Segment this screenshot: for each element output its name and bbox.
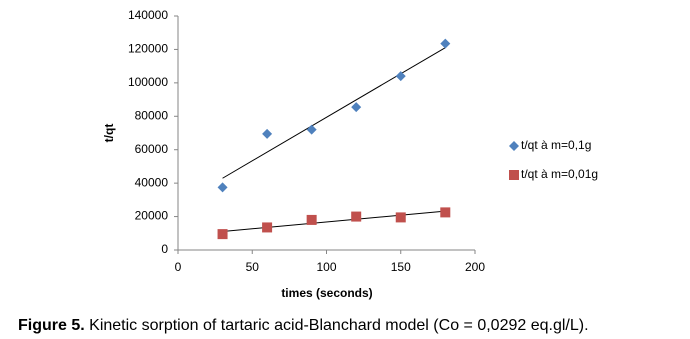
- y-tick-label: 80000: [135, 108, 169, 122]
- x-tick-label: 0: [175, 260, 182, 274]
- y-tick-label: 0: [161, 242, 168, 256]
- y-tick-label: 20000: [135, 209, 169, 223]
- point: [395, 71, 406, 82]
- point: [440, 38, 451, 49]
- legend-marker: [509, 141, 519, 151]
- point: [351, 102, 362, 113]
- trendline: [222, 47, 446, 179]
- x-tick-label: 150: [391, 260, 411, 274]
- point: [217, 182, 228, 193]
- point: [351, 211, 362, 222]
- point: [306, 124, 317, 135]
- caption-text: Kinetic sorption of tartaric acid-Blanch…: [89, 317, 588, 334]
- y-tick-label: 100000: [128, 75, 168, 89]
- legend-marker: [509, 170, 519, 180]
- point: [217, 229, 228, 240]
- point: [306, 214, 317, 225]
- trendline: [222, 210, 446, 232]
- y-axis-title: t/qt: [102, 124, 116, 143]
- point: [262, 128, 273, 139]
- legend-label: t/qt à m=0,1g: [521, 138, 591, 152]
- x-axis-title: times (seconds): [281, 286, 372, 300]
- y-tick-label: 120000: [128, 42, 168, 56]
- x-tick-label: 100: [316, 260, 336, 274]
- point: [395, 212, 406, 223]
- y-tick-label: 140000: [128, 8, 168, 22]
- legend-label: t/qt à m=0,01g: [521, 167, 598, 181]
- point: [262, 222, 273, 233]
- caption-label: Figure 5.: [18, 317, 85, 334]
- point: [440, 207, 451, 218]
- y-tick-label: 60000: [135, 142, 169, 156]
- y-tick-label: 40000: [135, 175, 169, 189]
- caption: Figure 5. Kinetic sorption of tartaric a…: [18, 317, 589, 334]
- x-tick-label: 50: [246, 260, 260, 274]
- x-tick-label: 200: [465, 260, 485, 274]
